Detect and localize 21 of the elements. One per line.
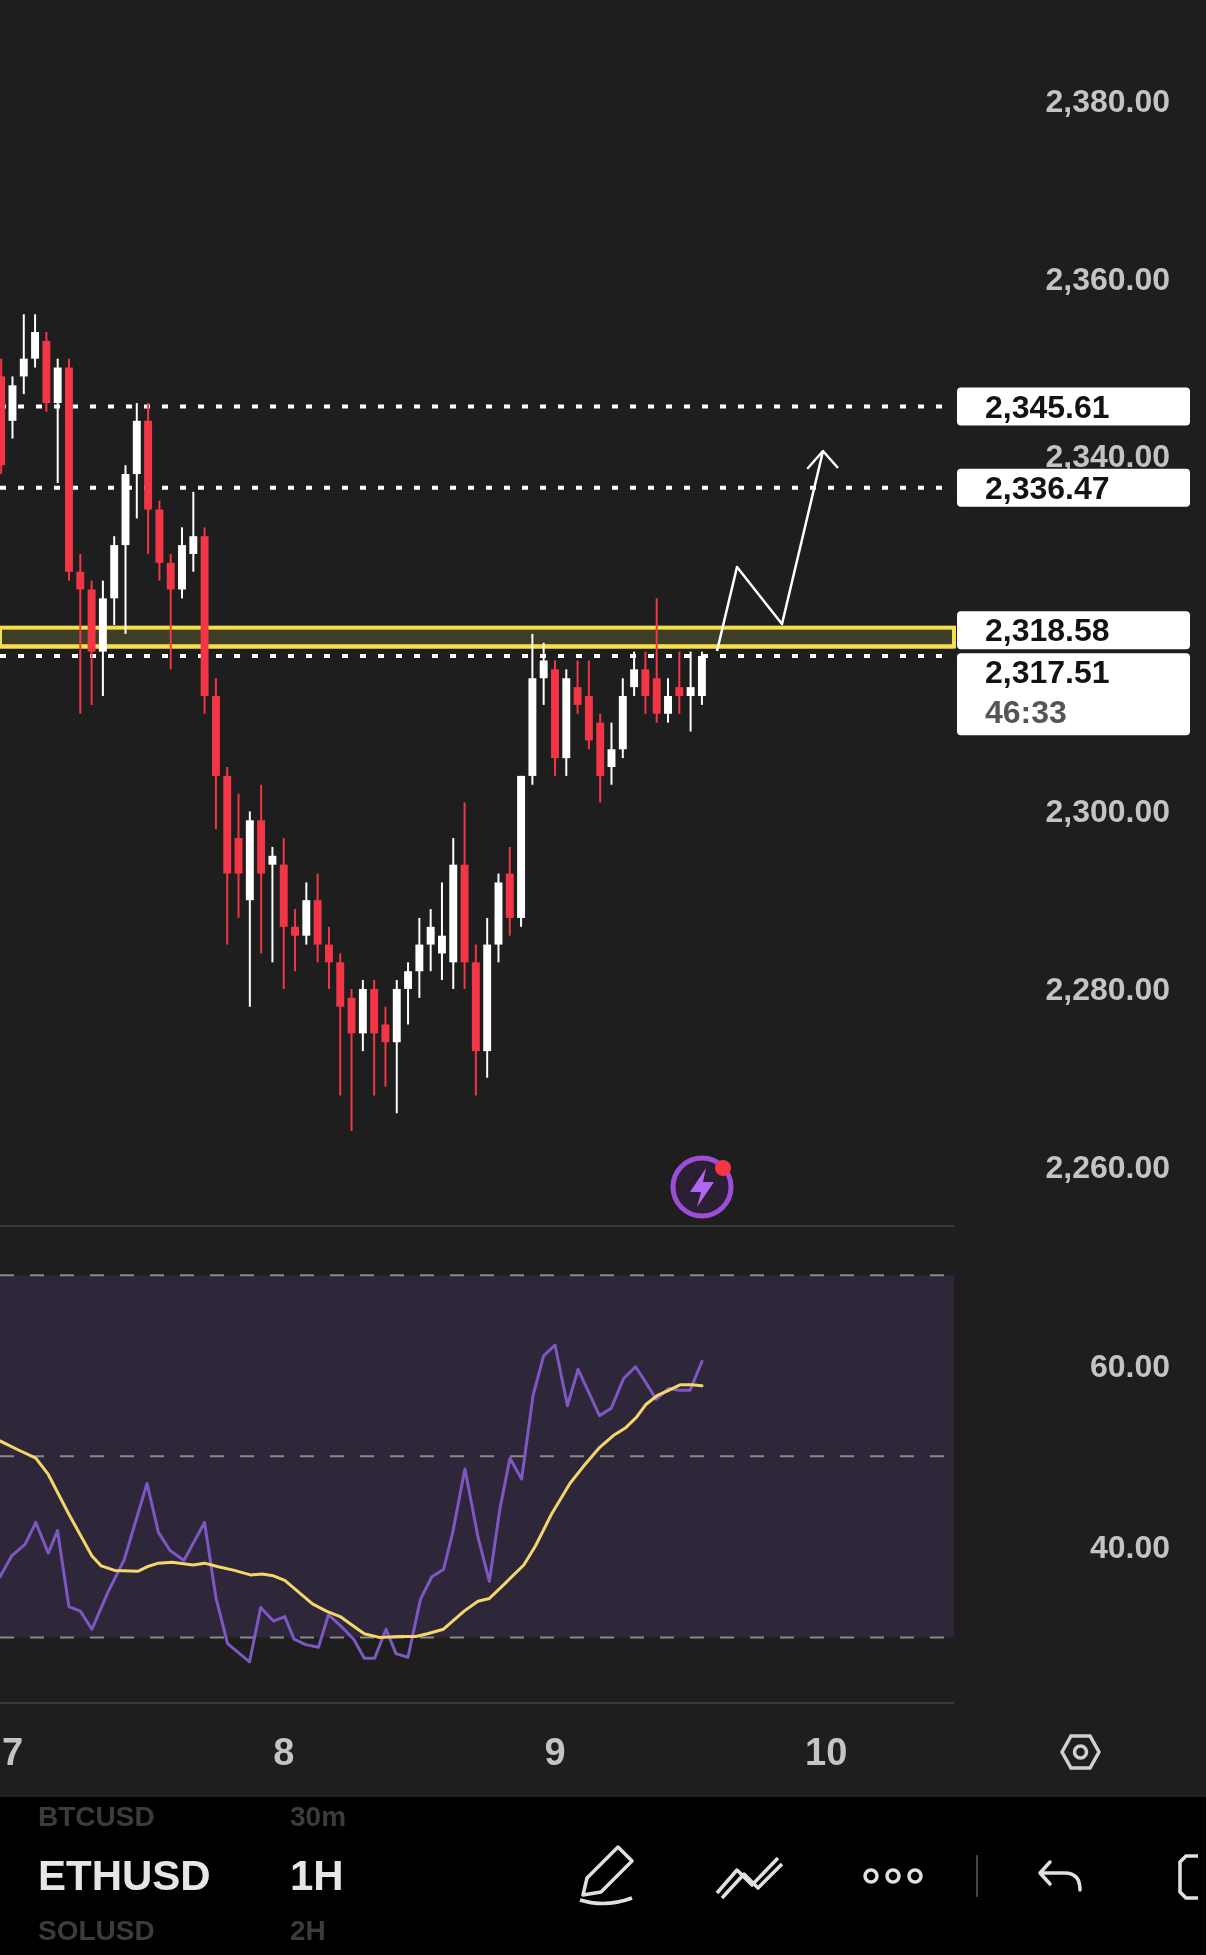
text: BTCUSD (38, 1801, 155, 1832)
ref-line-label: 2,317.51 (985, 654, 1110, 691)
y-tick-label: 2,280.00 (1045, 970, 1170, 1007)
x-tick-label: 10 (805, 1731, 848, 1773)
text: ETHUSD (38, 1852, 211, 1899)
text: 30m (290, 1801, 347, 1832)
y-tick-label: 2,300.00 (1045, 793, 1170, 830)
y-tick-label: 40.00 (1089, 1528, 1170, 1565)
text: 1H (290, 1852, 344, 1899)
text: SOLUSD (38, 1915, 155, 1946)
text: 46:33 (985, 694, 1067, 731)
text: 2H (290, 1915, 326, 1946)
x-tick-label: 8 (273, 1731, 295, 1773)
y-tick-label: 2,380.00 (1045, 83, 1170, 120)
x-tick-label: 9 (544, 1731, 566, 1773)
ref-line-label: 2,318.58 (985, 612, 1110, 649)
ref-line-label: 2,345.61 (985, 388, 1110, 425)
y-tick-label: 2,260.00 (1045, 1148, 1170, 1185)
y-tick-label: 2,360.00 (1045, 260, 1170, 297)
x-tick-label: 7 (1, 1731, 24, 1773)
y-tick-label: 60.00 (1089, 1347, 1170, 1384)
